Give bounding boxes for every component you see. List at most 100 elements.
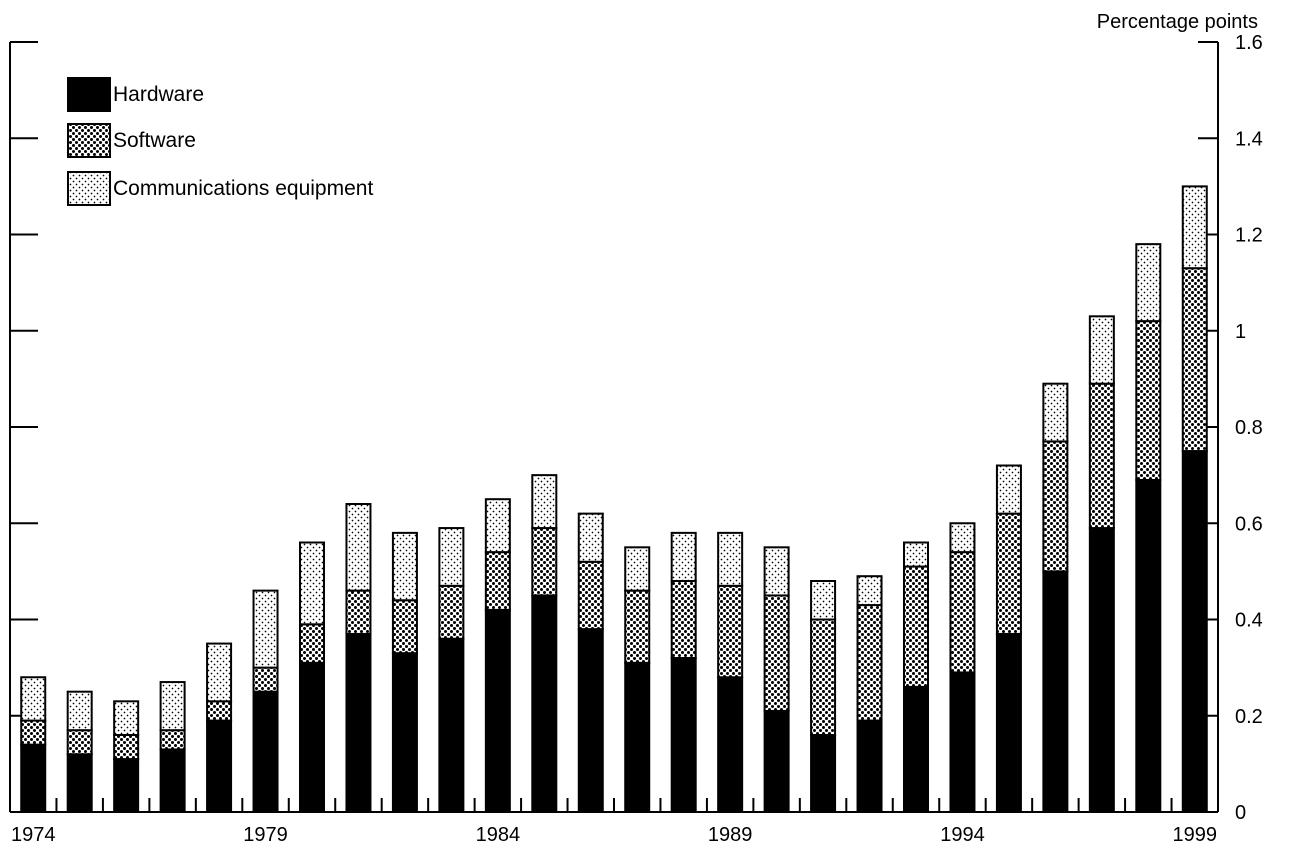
bar-segment-software [903, 565, 929, 688]
bar-segment-hardware [66, 753, 93, 813]
bar-segment-software [252, 666, 279, 693]
bar-segment-hardware [670, 657, 697, 813]
bar-segment-communications-equipment [810, 580, 837, 621]
legend: Hardware Software Communications equipme… [67, 77, 373, 206]
bar-segment-software [345, 589, 372, 635]
y-tick-label: 0.6 [1235, 513, 1263, 535]
legend-swatch-hardware [67, 77, 111, 112]
x-tick-label: 1984 [476, 824, 521, 846]
x-tick-label: 1999 [1173, 824, 1218, 846]
bar-segment-hardware [1181, 450, 1208, 813]
bar-segment-software [1088, 382, 1115, 530]
bar-segment-software [391, 599, 418, 655]
bar-segment-communications-equipment [531, 474, 558, 530]
bar-segment-software [1135, 320, 1162, 481]
bar-segment-hardware [1088, 527, 1115, 813]
bar-segment-hardware [903, 685, 929, 813]
y-tick-label: 0 [1235, 802, 1246, 824]
bar-segment-software [763, 594, 790, 712]
legend-swatch-communications [67, 171, 111, 206]
bar-segment-software [113, 734, 140, 761]
bar-segment-software [531, 527, 558, 597]
bar-segment-software [20, 719, 47, 746]
bar-segment-hardware [717, 676, 744, 813]
bar-segment-software [624, 589, 651, 664]
bar-segment-communications-equipment [484, 498, 511, 554]
bar-segment-software [484, 551, 511, 611]
bar-segment-software [159, 729, 186, 751]
bar-segment-hardware [484, 608, 511, 813]
bar-segment-communications-equipment [763, 546, 790, 597]
bar-segment-hardware [345, 632, 372, 813]
legend-label-communications: Communications equipment [113, 177, 373, 200]
bar-segment-communications-equipment [299, 541, 325, 626]
legend-label-software: Software [113, 129, 196, 152]
x-tick-label: 1989 [708, 824, 753, 846]
bar-segment-communications-equipment [995, 464, 1022, 515]
bar-segment-communications-equipment [66, 690, 93, 732]
bar-segment-communications-equipment [1181, 185, 1208, 270]
bar-segment-software [717, 584, 744, 679]
bar-segment-hardware [206, 719, 233, 813]
bar-segment-communications-equipment [903, 541, 929, 568]
bar-segment-hardware [949, 671, 976, 813]
bar-segment-software [995, 512, 1022, 635]
bar-segment-communications-equipment [252, 589, 279, 669]
bar-segment-software [1042, 440, 1069, 573]
bar-series-group [20, 185, 1208, 813]
bar-segment-communications-equipment [159, 681, 186, 732]
bar-segment-software [810, 618, 837, 736]
bar-segment-communications-equipment [20, 676, 47, 722]
bar-segment-software [299, 623, 325, 664]
bar-segment-communications-equipment [345, 503, 372, 592]
bar-segment-hardware [577, 628, 604, 813]
bar-segment-hardware [159, 748, 186, 813]
bar-segment-hardware [299, 661, 325, 813]
y-axis-ticks: 0 0.2 0.4 0.6 0.8 1 1.2 1.4 1.6 [10, 32, 1263, 824]
y-tick-label: 0.4 [1235, 610, 1263, 632]
bar-segment-software [577, 560, 604, 631]
bar-segment-communications-equipment [856, 575, 883, 607]
bar-segment-software [1181, 267, 1208, 453]
bar-segment-communications-equipment [1135, 243, 1162, 323]
bar-segment-communications-equipment [206, 642, 233, 703]
bar-segment-hardware [810, 734, 837, 813]
bar-segment-software [438, 584, 465, 640]
bar-segment-communications-equipment [717, 531, 744, 587]
y-tick-label: 1.6 [1235, 32, 1263, 54]
bar-segment-communications-equipment [949, 522, 976, 554]
y-unit-label: Percentage points [1097, 11, 1258, 33]
bar-segment-hardware [624, 661, 651, 813]
bar-segment-hardware [438, 637, 465, 813]
bar-segment-communications-equipment [670, 531, 697, 582]
bar-segment-communications-equipment [438, 527, 465, 587]
bar-segment-hardware [391, 652, 418, 813]
bar-segment-communications-equipment [577, 512, 604, 563]
bar-segment-communications-equipment [391, 531, 418, 602]
y-tick-label: 0.8 [1235, 417, 1263, 439]
y-tick-label: 0.2 [1235, 706, 1263, 728]
bar-segment-software [670, 580, 697, 659]
bar-segment-hardware [531, 594, 558, 813]
y-tick-label: 1 [1235, 321, 1246, 343]
x-tick-label: 1974 [11, 824, 56, 846]
legend-swatch-software [67, 123, 111, 158]
bar-segment-software [949, 551, 976, 674]
bar-segment-hardware [856, 719, 883, 813]
bar-segment-communications-equipment [1088, 315, 1115, 385]
bar-segment-communications-equipment [113, 700, 140, 736]
x-axis-ticks: 1974 1979 1984 1989 1994 1999 [11, 798, 1217, 846]
x-tick-label: 1994 [940, 824, 985, 846]
bar-segment-hardware [763, 709, 790, 813]
legend-label-hardware: Hardware [113, 83, 204, 106]
bar-segment-hardware [1042, 570, 1069, 813]
bar-segment-hardware [1135, 478, 1162, 813]
y-tick-label: 1.2 [1235, 225, 1263, 247]
bar-segment-hardware [252, 690, 279, 813]
bar-segment-hardware [20, 743, 47, 813]
bar-segment-software [206, 700, 233, 722]
bar-segment-hardware [995, 632, 1022, 813]
bar-segment-software [856, 604, 883, 722]
x-tick-label: 1979 [243, 824, 288, 846]
